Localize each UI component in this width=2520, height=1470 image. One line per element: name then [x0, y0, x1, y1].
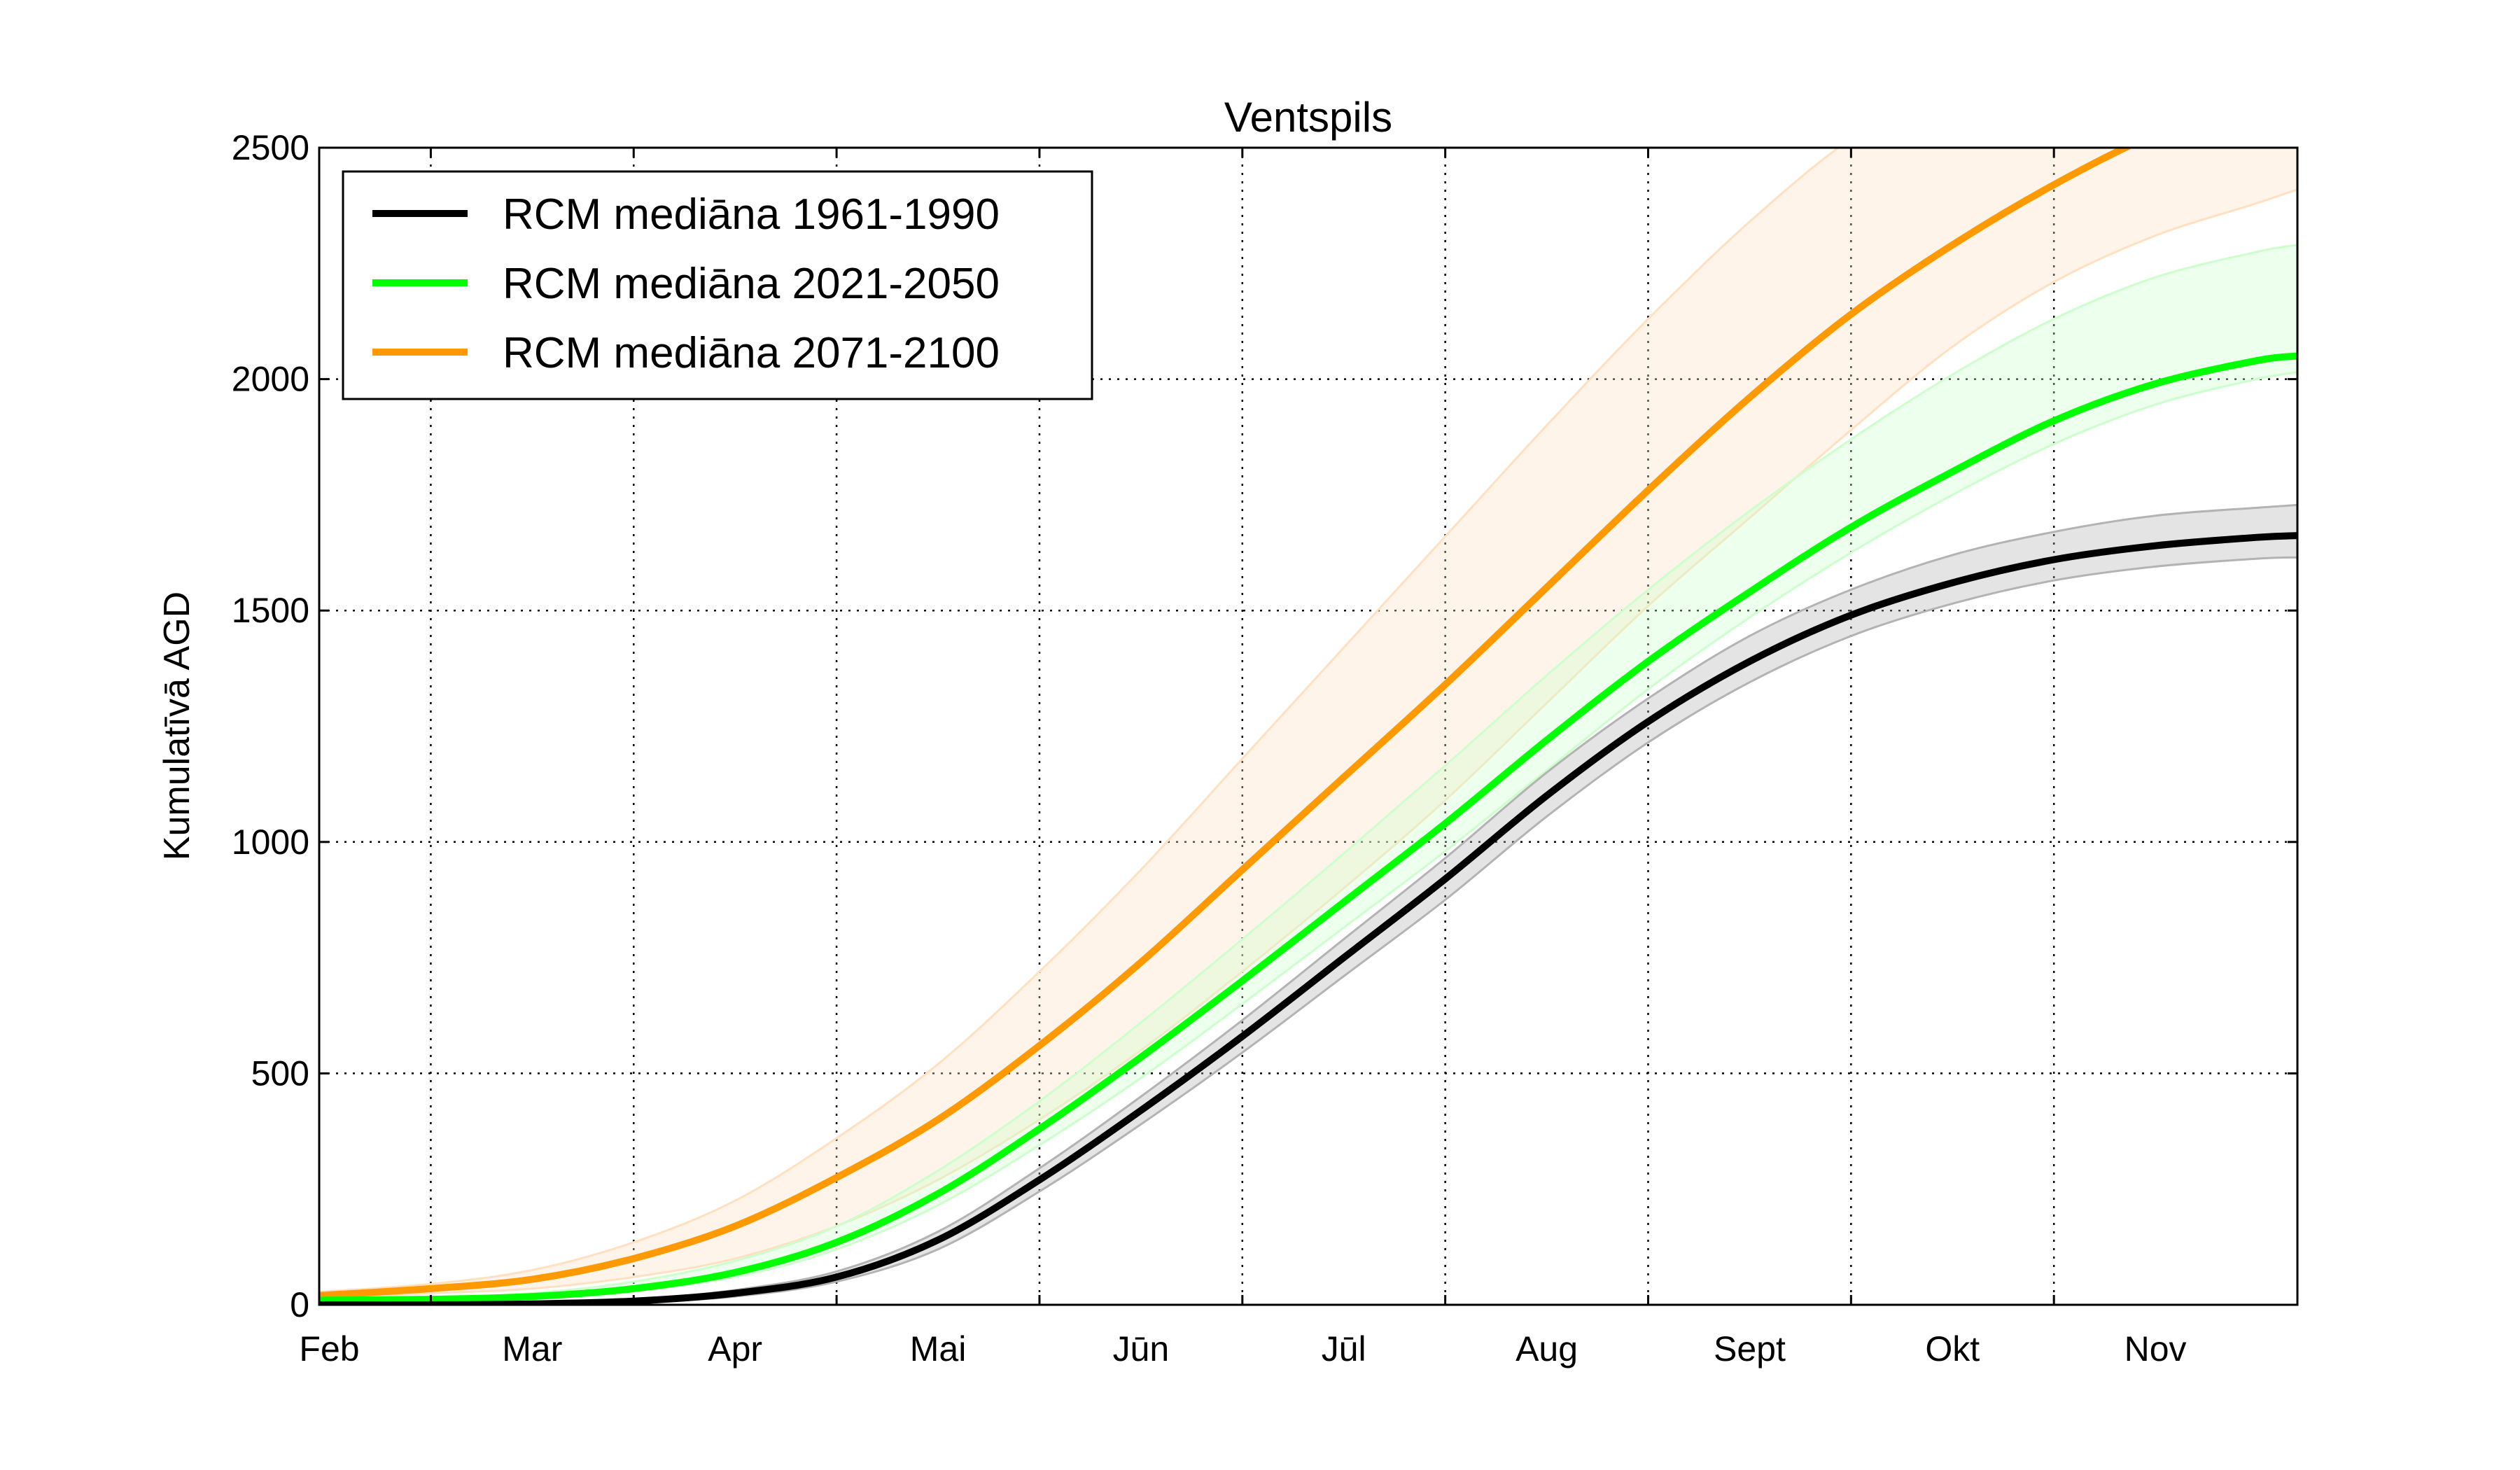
legend: RCM mediāna 1961-1990 RCM mediāna 2021-20…: [342, 170, 1093, 400]
x-tick-label: Okt: [1925, 1329, 1980, 1368]
y-tick-label: 0: [290, 1285, 309, 1324]
plot-frame: [318, 146, 2299, 1306]
x-tick-label: Apr: [708, 1329, 762, 1368]
x-tick-label: Sept: [1714, 1329, 1786, 1368]
x-tick-label: Mar: [502, 1329, 562, 1368]
band-fill-1: [319, 244, 2297, 1301]
legend-box: [342, 170, 1093, 400]
y-tick-label: 2000: [232, 360, 309, 399]
series-lines: [319, 148, 2297, 1305]
legend-label-2: RCM mediāna 2071-2100: [503, 329, 1000, 377]
chart-title: Ventspils: [1224, 94, 1392, 141]
band-fill-2: [319, 148, 2297, 1298]
y-tick-label: 1500: [232, 591, 309, 630]
band-lower-edge-2: [319, 188, 2297, 1299]
legend-label-1: RCM mediāna 2021-2050: [503, 260, 1000, 308]
x-tick-label: Jūn: [1113, 1329, 1170, 1368]
x-tick-label: Aug: [1516, 1329, 1578, 1368]
x-tick-label: Jūl: [1322, 1329, 1366, 1368]
y-tick-label: 1000: [232, 822, 309, 862]
x-tick-label: Nov: [2124, 1329, 2187, 1368]
y-axis-title: Kumulatīvā AGD: [157, 592, 197, 860]
y-tick-label: 2500: [232, 128, 309, 167]
band-upper-edge-2: [319, 148, 1840, 1293]
y-tick-label: 500: [251, 1054, 309, 1093]
series-line-1: [319, 352, 2297, 1304]
x-tick-label: Mai: [910, 1329, 967, 1368]
band-upper-edge-1: [319, 244, 2297, 1301]
series-line-0: [319, 532, 2297, 1305]
x-axis-ticks: Feb Mar Apr Mai Jūn Jūl Aug Sept Okt Nov: [299, 148, 2187, 1368]
y-axis-ticks: 0 500 1000 1500 2000 2500: [232, 128, 2297, 1324]
legend-label-0: RCM mediāna 1961-1990: [503, 190, 1000, 239]
series-line-2: [319, 148, 2134, 1299]
x-tick-label: Feb: [299, 1329, 359, 1368]
